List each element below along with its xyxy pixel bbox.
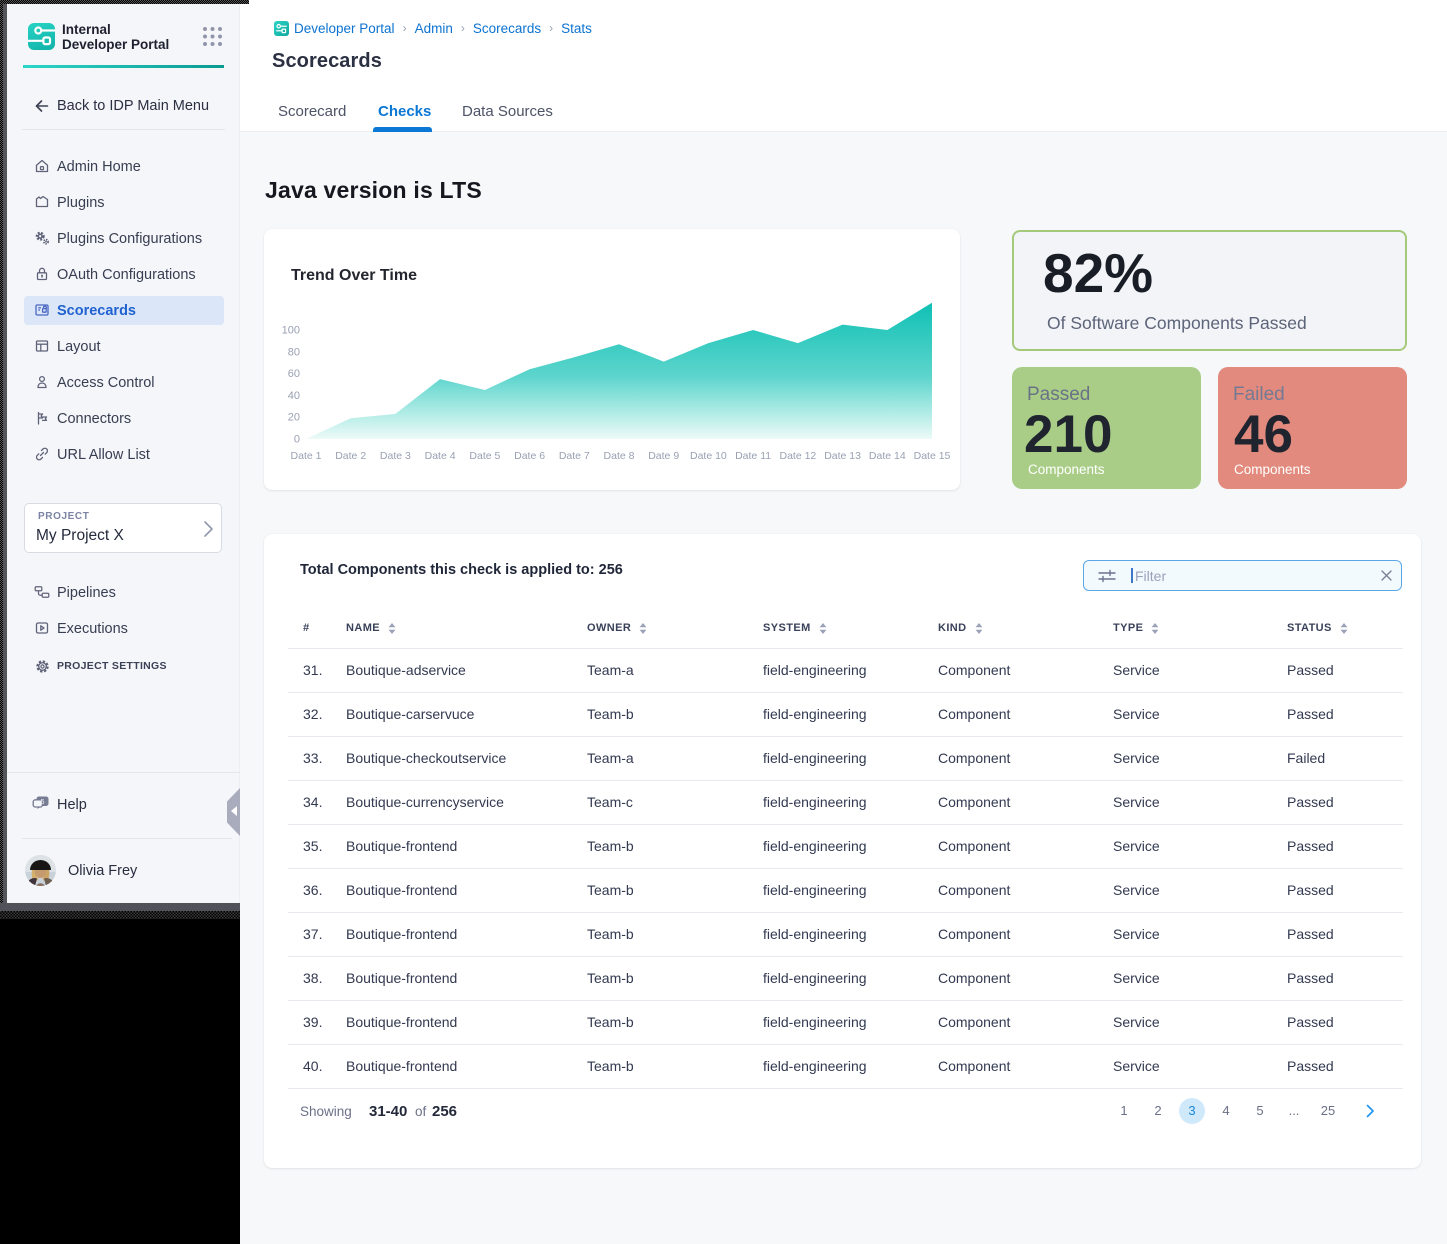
svg-text:Date 1: Date 1 (291, 450, 322, 462)
svg-text:Date 7: Date 7 (559, 450, 590, 462)
svg-text:Date 12: Date 12 (780, 450, 817, 462)
svg-text:Date 14: Date 14 (869, 450, 906, 462)
svg-text:Date 15: Date 15 (914, 450, 951, 462)
svg-text:Date 13: Date 13 (824, 450, 861, 462)
svg-text:Date 4: Date 4 (425, 450, 456, 462)
svg-text:80: 80 (288, 346, 300, 358)
svg-text:Date 6: Date 6 (514, 450, 545, 462)
svg-text:40: 40 (288, 390, 300, 402)
svg-text:Date 10: Date 10 (690, 450, 727, 462)
svg-text:20: 20 (288, 412, 300, 424)
svg-text:Date 2: Date 2 (335, 450, 366, 462)
svg-text:5: 5 (41, 799, 45, 806)
svg-text:0: 0 (294, 434, 300, 446)
svg-text:Date 11: Date 11 (735, 450, 771, 462)
svg-text:Date 5: Date 5 (469, 450, 500, 462)
svg-text:60: 60 (288, 368, 300, 380)
svg-text:Date 8: Date 8 (604, 450, 635, 462)
svg-text:Date 3: Date 3 (380, 450, 411, 462)
svg-text:100: 100 (282, 325, 300, 337)
svg-text:Date 9: Date 9 (648, 450, 679, 462)
